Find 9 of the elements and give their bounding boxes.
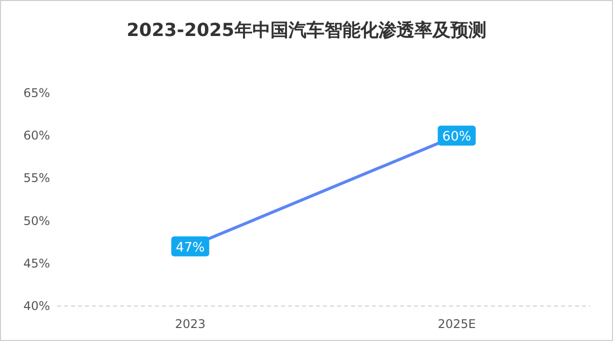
y-tick-label: 65%	[23, 86, 50, 100]
y-tick-label: 60%	[23, 128, 50, 143]
chart-title: 2023-2025年中国汽车智能化渗透率及预测	[126, 20, 486, 41]
y-tick-label: 40%	[23, 299, 50, 313]
y-tick-label: 45%	[23, 256, 50, 270]
y-tick-label: 50%	[23, 214, 50, 228]
x-tick-label: 2023	[174, 317, 206, 331]
x-tick-label: 2025E	[438, 317, 476, 331]
y-tick-label: 55%	[23, 171, 50, 186]
